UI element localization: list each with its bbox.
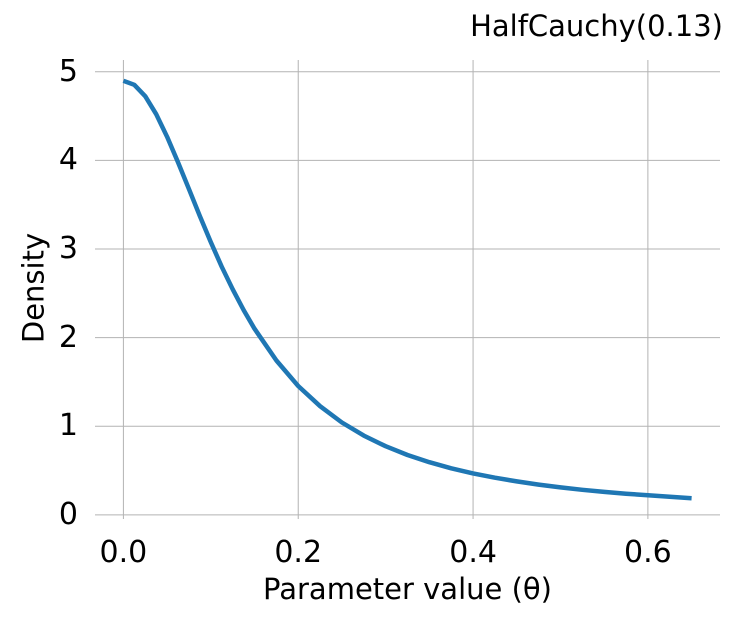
x-tick-label-0.2: 0.2	[274, 535, 323, 570]
x-axis-label: Parameter value (θ)	[263, 572, 552, 606]
chart-title: HalfCauchy(0.13)	[470, 9, 723, 43]
y-tick-label-0: 0	[58, 496, 78, 532]
y-tick-label-3: 3	[58, 231, 78, 266]
density-curve	[122, 78, 692, 501]
x-tick-label-0.4: 0.4	[449, 535, 497, 570]
y-tick-label-1: 1	[58, 408, 78, 444]
y-tick-label-2: 2	[58, 319, 78, 355]
x-tick-label-0.6: 0.6	[624, 535, 672, 570]
x-tick-label-0.0: 0.0	[99, 535, 148, 570]
y-tick-label-5: 5	[58, 53, 78, 89]
y-tick-label-4: 4	[58, 142, 78, 178]
